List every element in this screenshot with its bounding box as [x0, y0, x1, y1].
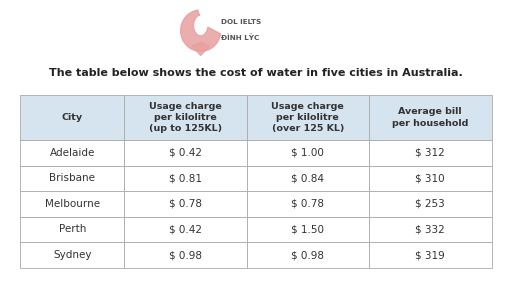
Text: $ 0.42: $ 0.42: [169, 148, 202, 158]
Text: Sydney: Sydney: [53, 250, 92, 260]
Text: $ 332: $ 332: [415, 224, 445, 234]
Text: $ 0.78: $ 0.78: [169, 199, 202, 209]
Text: $ 319: $ 319: [415, 250, 445, 260]
Text: ĐÌNH LỲC: ĐÌNH LỲC: [221, 34, 259, 41]
Text: $ 0.42: $ 0.42: [169, 224, 202, 234]
Polygon shape: [192, 42, 209, 56]
Text: Melbourne: Melbourne: [45, 199, 100, 209]
Text: City: City: [62, 113, 83, 122]
Text: $ 1.00: $ 1.00: [291, 148, 324, 158]
Text: $ 0.98: $ 0.98: [169, 250, 202, 260]
Text: $ 1.50: $ 1.50: [291, 224, 324, 234]
Text: Usage charge
per kilolitre
(up to 125KL): Usage charge per kilolitre (up to 125KL): [149, 102, 222, 133]
Text: $ 0.78: $ 0.78: [291, 199, 324, 209]
Text: $ 312: $ 312: [415, 148, 445, 158]
Text: Average bill
per household: Average bill per household: [392, 107, 468, 128]
Text: $ 253: $ 253: [415, 199, 445, 209]
Text: $ 310: $ 310: [415, 173, 445, 183]
Text: The table below shows the cost of water in five cities in Australia.: The table below shows the cost of water …: [49, 69, 463, 78]
Text: DOL IELTS: DOL IELTS: [221, 19, 261, 25]
Text: Adelaide: Adelaide: [50, 148, 95, 158]
Text: Usage charge
per kilolitre
(over 125 KL): Usage charge per kilolitre (over 125 KL): [271, 102, 344, 133]
Text: Brisbane: Brisbane: [49, 173, 95, 183]
Text: $ 0.81: $ 0.81: [169, 173, 202, 183]
Text: $ 0.98: $ 0.98: [291, 250, 324, 260]
Text: $ 0.84: $ 0.84: [291, 173, 324, 183]
Text: Perth: Perth: [58, 224, 86, 234]
Polygon shape: [181, 10, 221, 51]
